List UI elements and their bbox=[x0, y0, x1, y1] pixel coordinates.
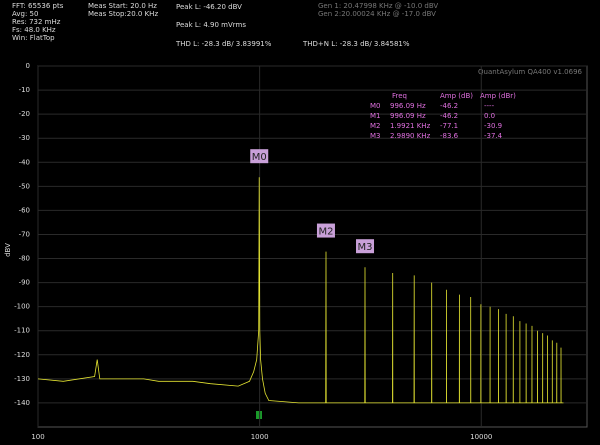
table-cell: 1.9921 KHz bbox=[390, 122, 431, 130]
y-tick-label: -40 bbox=[19, 158, 30, 166]
header-text: THD L: -28.3 dB/ 3.83991% bbox=[175, 40, 272, 48]
y-axis-label: dBV bbox=[4, 243, 12, 257]
table-cell: 996.09 Hz bbox=[390, 112, 426, 120]
table-cell: -77.1 bbox=[440, 122, 458, 130]
header-text: Win: FlatTop bbox=[12, 34, 55, 42]
x-tick-label: 10000 bbox=[470, 433, 492, 441]
marker-box bbox=[250, 149, 269, 164]
table-cell: M2 bbox=[370, 122, 381, 130]
marker-box bbox=[316, 223, 335, 238]
table-cell: -30.9 bbox=[484, 122, 502, 130]
table-header: Freq bbox=[392, 92, 407, 100]
y-tick-label: -30 bbox=[19, 134, 30, 142]
header-text: Res: 732 mHz bbox=[12, 18, 61, 26]
y-tick-label: -140 bbox=[14, 399, 30, 407]
y-tick-label: -20 bbox=[19, 110, 30, 118]
x-tick-label: 1000 bbox=[251, 433, 269, 441]
watermark: QuantAsylum QA400 v1.0696 bbox=[478, 68, 582, 76]
y-tick-label: -110 bbox=[14, 327, 30, 335]
table-cell: 0.0 bbox=[484, 112, 495, 120]
table-cell: M0 bbox=[370, 102, 381, 110]
y-tick-label: -60 bbox=[19, 206, 30, 214]
header-text: FFT: 65536 pts bbox=[12, 2, 64, 10]
header-text: Peak L: 4.90 mVrms bbox=[176, 21, 246, 29]
table-cell: -83.6 bbox=[440, 132, 459, 140]
y-tick-label: -50 bbox=[19, 182, 30, 190]
table-cell: 2.9890 KHz bbox=[390, 132, 431, 140]
y-tick-label: -100 bbox=[14, 303, 30, 311]
y-tick-label: -90 bbox=[19, 279, 30, 287]
y-tick-label: -10 bbox=[19, 86, 30, 94]
table-header: Amp (dB) bbox=[440, 92, 473, 100]
y-tick-label: -80 bbox=[19, 255, 30, 263]
header-text: Peak L: -46.20 dBV bbox=[176, 3, 242, 11]
x-tick-label: 100 bbox=[31, 433, 44, 441]
header-text: Meas Start: 20.0 Hz bbox=[88, 2, 157, 10]
table-cell: M3 bbox=[370, 132, 381, 140]
header-text: Gen 2:20.00024 KHz @ -17.0 dBV bbox=[318, 10, 436, 18]
marker-label: M0 bbox=[252, 152, 267, 163]
header-text: Gen 1: 20.47998 KHz @ -10.0 dBV bbox=[318, 2, 438, 10]
table-header: Amp (dBr) bbox=[480, 92, 516, 100]
header-text: Meas Stop:20.0 KHz bbox=[88, 10, 158, 18]
marker-label: M2 bbox=[318, 227, 333, 238]
table-cell: 996.09 Hz bbox=[390, 102, 426, 110]
header-text: Fs: 48.0 KHz bbox=[12, 26, 56, 34]
header-text: Avg: 50 bbox=[12, 10, 38, 18]
header-text: THD+N L: -28.3 dB/ 3.84581% bbox=[302, 40, 410, 48]
table-cell: -46.2 bbox=[440, 112, 458, 120]
spectrum-trace bbox=[37, 177, 564, 404]
y-tick-label: 0 bbox=[26, 62, 30, 70]
y-tick-label: -130 bbox=[14, 375, 30, 383]
cursor-marker bbox=[256, 411, 262, 419]
table-cell: M1 bbox=[370, 112, 381, 120]
marker-box bbox=[356, 239, 375, 254]
y-tick-label: -70 bbox=[19, 230, 30, 238]
table-cell: ---- bbox=[484, 102, 495, 110]
table-cell: -46.2 bbox=[440, 102, 458, 110]
y-tick-label: -120 bbox=[14, 351, 30, 359]
table-cell: -37.4 bbox=[484, 132, 503, 140]
marker-label: M3 bbox=[358, 242, 373, 253]
